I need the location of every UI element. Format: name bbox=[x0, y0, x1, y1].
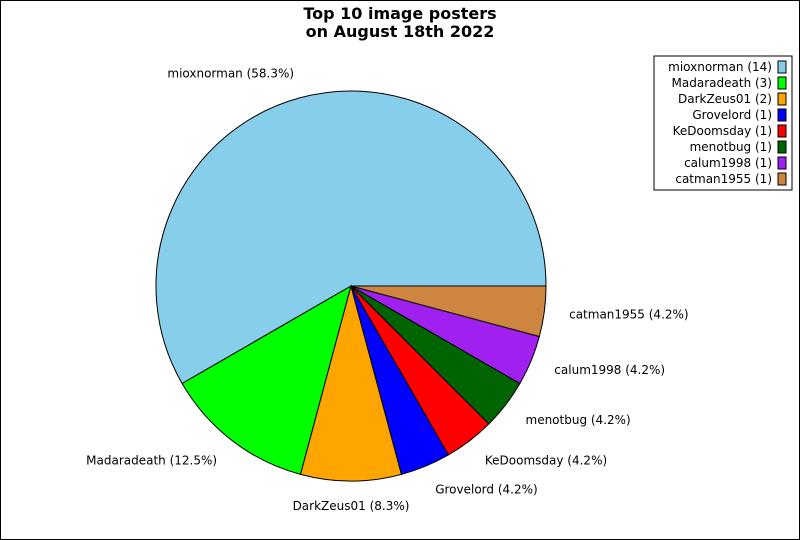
legend-swatch-darkzeus01 bbox=[777, 92, 787, 106]
chart-title-line-2: on August 18th 2022 bbox=[306, 22, 495, 41]
legend-label-calum1998: calum1998 (1) bbox=[684, 156, 772, 170]
slice-label-catman1955: catman1955 (4.2%) bbox=[569, 308, 689, 322]
legend-swatch-catman1955 bbox=[777, 172, 787, 186]
legend-swatch-kedoomsday bbox=[777, 124, 787, 138]
legend-label-grovelord: Grovelord (1) bbox=[692, 108, 772, 122]
legend-label-catman1955: catman1955 (1) bbox=[675, 172, 772, 186]
pie-slice-catman1955 bbox=[350, 285, 547, 338]
chart-title-line-1: Top 10 image posters bbox=[303, 4, 496, 23]
legend-swatch-calum1998 bbox=[777, 156, 787, 170]
slice-label-kedoomsday: KeDoomsday (4.2%) bbox=[485, 454, 607, 468]
legend: mioxnorman (14) Madaradeath (3) DarkZeus01… bbox=[653, 55, 793, 191]
pie-slice-darkzeus01 bbox=[299, 284, 403, 482]
slice-label-madaradeath: Madaradeath (12.5%) bbox=[86, 454, 217, 468]
legend-swatch-mioxnorman bbox=[777, 60, 787, 74]
legend-label-madaradeath: Madaradeath (3) bbox=[672, 76, 772, 90]
legend-swatch-menotbug bbox=[777, 140, 787, 154]
legend-label-menotbug: menotbug (1) bbox=[690, 140, 772, 154]
legend-label-kedoomsday: KeDoomsday (1) bbox=[673, 124, 772, 138]
legend-box bbox=[653, 55, 793, 191]
slice-label-darkzeus01: DarkZeus01 (8.3%) bbox=[293, 499, 410, 513]
pie-slice-mioxnorman bbox=[155, 90, 547, 385]
legend-swatch-grovelord bbox=[777, 108, 787, 122]
legend-swatch-madaradeath bbox=[777, 76, 787, 90]
pie-slices bbox=[155, 90, 547, 482]
pie-slice-labels: mioxnorman (58.3%) Madaradeath (12.5%) Dar… bbox=[86, 67, 688, 514]
slice-label-grovelord: Grovelord (4.2%) bbox=[435, 482, 537, 496]
legend-label-mioxnorman: mioxnorman (14) bbox=[668, 60, 772, 74]
legend-label-darkzeus01: DarkZeus01 (2) bbox=[678, 92, 772, 106]
slice-label-mioxnorman: mioxnorman (58.3%) bbox=[167, 67, 294, 81]
slice-label-calum1998: calum1998 (4.2%) bbox=[554, 363, 665, 377]
pie-slice-madaradeath bbox=[181, 284, 352, 475]
slice-label-menotbug: menotbug (4.2%) bbox=[526, 413, 631, 427]
